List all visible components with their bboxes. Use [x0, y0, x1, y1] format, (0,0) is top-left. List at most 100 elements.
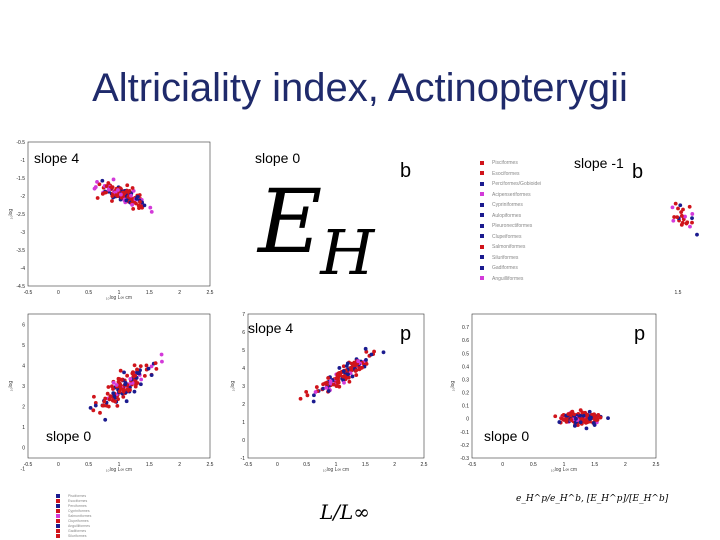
x-axis-label: ₁₀log L∞ cm [551, 467, 577, 472]
data-point [679, 213, 684, 218]
slide-title: Altriciality index, Actinopterygii [92, 66, 628, 110]
y-tick-label: 1 [22, 425, 25, 431]
y-tick-label: 0.3 [462, 377, 469, 383]
data-point [358, 366, 362, 371]
y-tick-label: 3 [242, 384, 245, 390]
y-tick-label: -1 [21, 158, 26, 164]
legend-entry: Esociformes [56, 499, 87, 504]
legend-entry: Pleuronectiformes [480, 223, 532, 229]
data-point [149, 364, 154, 369]
eh-base: E [258, 170, 322, 273]
legend-swatch [480, 202, 484, 207]
x-tick-label: 0.5 [530, 462, 537, 468]
data-point [98, 410, 102, 415]
legend-entry: Cypriniformes [56, 509, 90, 514]
data-point [128, 377, 133, 381]
legend-label: Siluriformes [492, 254, 519, 261]
data-point [122, 370, 126, 375]
legend-swatch [56, 514, 60, 519]
data-point [673, 201, 678, 206]
data-point [298, 396, 303, 401]
y-tick-label: 3 [22, 384, 25, 390]
data-point [105, 391, 110, 396]
legend-entry: Pisciformes [480, 160, 518, 166]
data-point [364, 362, 369, 366]
data-point [676, 206, 680, 211]
data-point [670, 205, 675, 210]
data-point [135, 367, 139, 372]
y-tick-label: 0 [466, 417, 469, 423]
plot-frame [27, 313, 211, 459]
y-tick-label: 0.5 [462, 351, 469, 357]
x-tick-label: -0.5 [24, 462, 33, 468]
data-point [596, 412, 601, 417]
data-point [153, 361, 158, 366]
y-tick-label: -1 [21, 466, 26, 472]
y-tick-label: 0 [22, 446, 25, 452]
legend-swatch [480, 192, 484, 197]
data-point [115, 194, 120, 198]
legend-label: Perciformes [68, 504, 87, 508]
y-tick-label: 0.7 [462, 325, 469, 331]
label-slope0-top: slope 0 [255, 150, 301, 166]
legend-entry: Perciformes/Gobioidei [480, 181, 541, 187]
data-point [149, 373, 154, 378]
data-point [111, 380, 116, 385]
label-slope-minus1: slope -1 [574, 155, 624, 171]
legend-entry: Siluriformes [480, 255, 518, 261]
data-point [159, 352, 164, 357]
data-point [678, 203, 683, 208]
data-point [95, 196, 100, 200]
data-point [341, 374, 345, 379]
data-point [114, 383, 119, 387]
data-point [129, 196, 134, 201]
legend-label: Anguilliformes [68, 524, 90, 528]
data-point [326, 389, 331, 393]
data-point [133, 373, 138, 378]
data-point [580, 416, 585, 421]
data-point [581, 413, 586, 418]
x-tick-label: 1.5 [146, 462, 153, 468]
data-point [104, 403, 109, 408]
data-point [346, 372, 351, 377]
y-tick-label: 5 [242, 348, 245, 354]
legend-swatch [480, 223, 484, 228]
data-point [135, 370, 139, 375]
legend-swatch [480, 213, 484, 218]
data-point [124, 198, 129, 203]
y-tick-label: 1 [242, 420, 245, 426]
data-point [160, 359, 164, 364]
label-slope0-left: slope 0 [46, 428, 92, 444]
legend-swatch [480, 265, 484, 270]
data-point [103, 417, 108, 422]
data-point [688, 224, 692, 229]
legend-swatch [480, 255, 484, 260]
data-point [351, 363, 356, 368]
y-tick-label: -0.1 [460, 430, 469, 436]
data-point [130, 186, 135, 190]
y-tick-label: 5 [22, 343, 25, 349]
data-point [131, 370, 135, 375]
legend-entry: Siluriformes [56, 534, 86, 539]
data-point [102, 399, 107, 404]
data-point [139, 377, 144, 382]
legend-label: Cypriniformes [492, 202, 523, 208]
data-point [107, 397, 112, 402]
data-point [356, 359, 361, 364]
data-point [606, 416, 610, 421]
label-b1: b [400, 160, 412, 182]
legend-entry: Pisciformes [56, 494, 86, 499]
label-p1: p [400, 323, 412, 345]
y-tick-label: 0.6 [462, 338, 469, 344]
data-point [337, 366, 342, 370]
legend-entry: Clupeiformes [480, 234, 521, 240]
eh-symbol: EH [258, 178, 374, 284]
x-tick-label: 1.5 [362, 462, 369, 468]
label-p2: p [634, 323, 646, 345]
x-tick-label: 2.5 [653, 462, 660, 468]
data-point [132, 389, 137, 394]
data-point [364, 349, 369, 354]
plot-frame [471, 313, 657, 459]
data-point [345, 361, 350, 366]
data-point [134, 201, 138, 206]
